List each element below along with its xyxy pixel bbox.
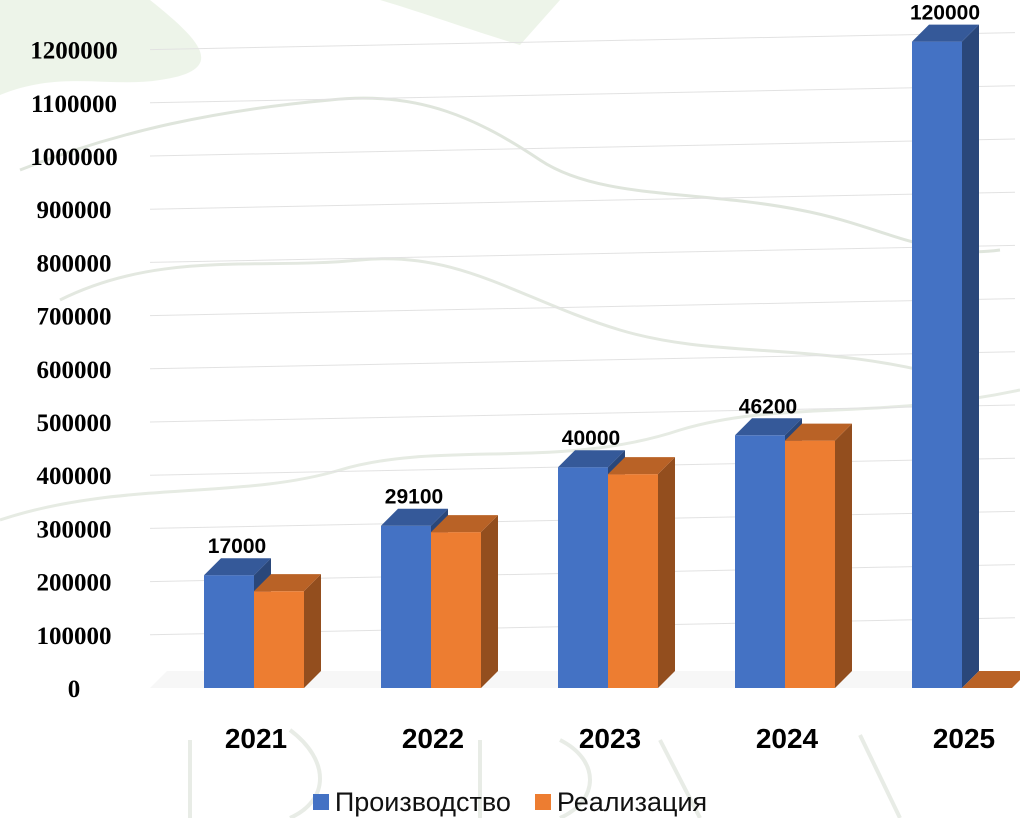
bar-top-face xyxy=(735,418,802,436)
bar-production-2025: 120000 xyxy=(910,2,980,689)
y-tick-label: 900000 xyxy=(37,197,112,224)
legend-swatch-sales xyxy=(534,794,551,810)
y-tick-label: 1000000 xyxy=(30,144,118,171)
bar-top-face xyxy=(204,558,271,576)
legend-label-sales: Реализация xyxy=(556,786,708,817)
bar-front-face xyxy=(785,440,835,688)
bar-flat-cap xyxy=(962,671,1020,688)
bar-top-face xyxy=(254,574,321,592)
bar-front-face xyxy=(608,474,658,688)
gridline xyxy=(149,298,1016,317)
bar-top-face xyxy=(381,508,448,526)
bar-chart-3d: 0 100000 200000 300000 400000 500000 600000 700… xyxy=(30,2,1020,754)
bar-front-face xyxy=(558,467,608,688)
gridline xyxy=(149,351,1016,370)
data-label: 29100 xyxy=(385,486,443,509)
bar-front-face xyxy=(204,575,254,688)
x-tick-label: 2024 xyxy=(756,723,819,754)
y-tick-label: 400000 xyxy=(37,463,112,490)
y-tick-label: 600000 xyxy=(37,357,112,384)
y-axis-ticks: 0 100000 200000 300000 400000 500000 600000 700… xyxy=(30,38,118,703)
x-tick-label: 2021 xyxy=(225,723,287,754)
bar-front-face xyxy=(735,435,785,688)
gridline xyxy=(149,244,1016,263)
legend-item-production: Производство xyxy=(312,786,511,818)
y-tick-label: 1200000 xyxy=(30,38,118,65)
bar-side-face xyxy=(835,423,852,688)
bar-sales-2025 xyxy=(962,671,1020,688)
bar-side-face xyxy=(962,24,979,689)
data-label: 40000 xyxy=(562,427,620,450)
y-tick-label: 0 xyxy=(68,676,81,703)
y-tick-label: 100000 xyxy=(37,623,112,650)
y-tick-label: 300000 xyxy=(37,516,112,543)
legend-label-production: Производство xyxy=(334,786,511,817)
bar-top-face xyxy=(912,24,979,42)
y-tick-label: 700000 xyxy=(37,304,112,331)
gridline xyxy=(149,32,1016,51)
bar-front-face xyxy=(254,591,304,688)
legend-swatch-production xyxy=(312,794,329,810)
x-axis-ticks: 2021 2022 2023 2024 2025 xyxy=(225,723,995,754)
x-tick-label: 2022 xyxy=(402,723,464,754)
x-tick-label: 2025 xyxy=(933,723,995,754)
y-tick-label: 1100000 xyxy=(31,91,117,118)
bar-sales-2024 xyxy=(785,423,852,688)
bar-side-face xyxy=(304,574,321,688)
x-tick-label: 2023 xyxy=(579,723,641,754)
data-label: 46200 xyxy=(739,395,797,418)
legend-item-sales: Реализация xyxy=(534,786,708,818)
gridlines xyxy=(149,32,1016,636)
bar-front-face xyxy=(381,525,431,688)
legend: Производство Реализация xyxy=(0,786,1020,818)
y-tick-label: 800000 xyxy=(37,250,112,277)
bar-front-face xyxy=(431,532,481,688)
y-tick-label: 200000 xyxy=(37,570,112,597)
bar-sales-2023 xyxy=(608,457,675,688)
bar-top-face xyxy=(431,515,498,533)
bar-side-face xyxy=(658,457,675,688)
gridline xyxy=(149,85,1016,104)
bar-sales-2021 xyxy=(254,574,321,688)
bar-top-face xyxy=(785,423,852,441)
bars: 17000 29100 40000 46200 120000 xyxy=(204,2,1020,689)
bar-sales-2022 xyxy=(431,515,498,688)
data-label: 120000 xyxy=(910,2,980,25)
y-tick-label: 500000 xyxy=(37,410,112,437)
data-label: 17000 xyxy=(208,535,266,558)
gridline xyxy=(149,138,1016,157)
gridline xyxy=(149,404,1016,423)
bar-side-face xyxy=(481,515,498,688)
bar-top-face xyxy=(558,450,625,468)
bar-top-face xyxy=(608,457,675,475)
gridline xyxy=(149,191,1016,210)
bar-front-face xyxy=(912,41,962,689)
